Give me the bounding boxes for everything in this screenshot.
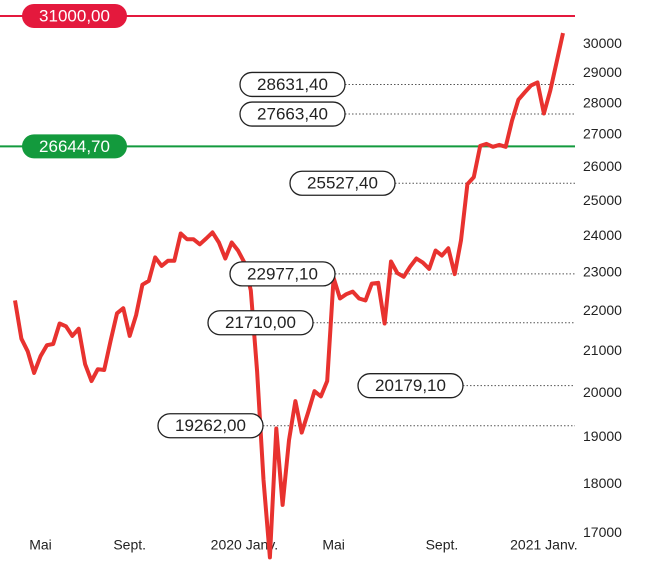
annotation-label: 28631,40: [257, 75, 328, 94]
y-tick-label: 17000: [583, 524, 622, 540]
price-line: [13, 32, 565, 560]
reference-pill: [22, 4, 127, 28]
y-tick-label: 22000: [583, 302, 622, 318]
annotation-pill: [239, 101, 346, 127]
annotation-label: 21710,00: [225, 313, 296, 332]
annotation-pill: [239, 71, 346, 98]
x-tick-label: Sept.: [113, 537, 146, 553]
annotation-label: 27663,40: [257, 105, 328, 124]
annotation-pill: [289, 170, 396, 196]
y-tick-label: 23000: [583, 264, 622, 280]
y-tick-label: 21000: [583, 342, 622, 358]
y-tick-label: 18000: [583, 475, 622, 491]
reference-label: 26644,70: [39, 137, 110, 156]
y-tick-label: 24000: [583, 227, 622, 243]
x-tick-label: Sept.: [426, 537, 459, 553]
annotation-label: 25527,40: [307, 174, 378, 193]
x-tick-label: Mai: [322, 537, 345, 553]
y-tick-label: 25000: [583, 192, 622, 208]
x-tick-label: Mai: [29, 537, 52, 553]
reference-pill: [22, 134, 127, 159]
reference-label: 31000,00: [39, 6, 110, 25]
y-tick-label: 26000: [583, 158, 622, 174]
y-tick-label: 30000: [583, 35, 622, 51]
annotation-pill: [157, 413, 264, 439]
y-tick-label: 20000: [583, 384, 622, 400]
annotation-label: 20179,10: [375, 376, 446, 395]
annotation-pill: [357, 373, 464, 399]
annotation-label: 22977,10: [247, 264, 318, 283]
annotation-pill: [229, 261, 336, 287]
annotation-label: 19262,00: [175, 416, 246, 435]
x-tick-label: 2020 Janv.: [211, 537, 278, 553]
y-tick-label: 27000: [583, 126, 622, 142]
y-tick-label: 19000: [583, 428, 622, 444]
y-tick-label: 28000: [583, 94, 622, 110]
x-tick-label: 2021 Janv.: [510, 537, 577, 553]
annotation-pill: [207, 310, 314, 336]
y-tick-label: 29000: [583, 64, 622, 80]
